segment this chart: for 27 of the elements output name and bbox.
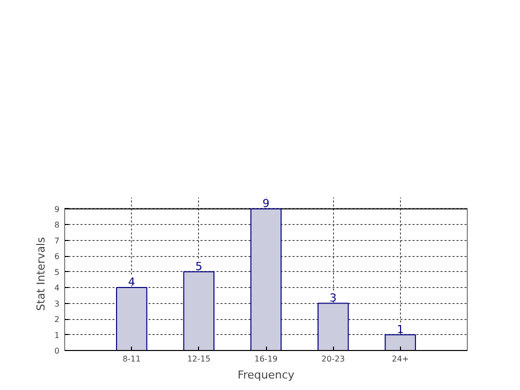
bar [384, 334, 416, 350]
data-label: 9 [262, 196, 270, 210]
data-label: 3 [330, 291, 337, 304]
x-tick-label: 20-23 [322, 354, 345, 364]
y-tick-label: 8 [54, 220, 60, 230]
x-tick-label: 24+ [392, 354, 409, 364]
y-axis-title: Stat Intervals [34, 236, 48, 311]
data-label: 5 [195, 260, 202, 273]
y-tick-label: 1 [54, 330, 60, 340]
data-label: 1 [396, 322, 404, 336]
y-tick-label: 9 [54, 204, 60, 214]
x-tick-label: 8-11 [122, 354, 141, 364]
y-tick-label: 7 [54, 236, 60, 246]
y-tick-label: 3 [54, 299, 60, 308]
bar [318, 302, 349, 350]
y-tick-label: 4 [54, 284, 60, 293]
x-tick-label: 16-19 [254, 354, 278, 364]
bar [116, 287, 148, 350]
data-label: 4 [128, 276, 136, 289]
y-tick-label: 5 [54, 268, 60, 277]
y-tick-label: 6 [54, 252, 60, 262]
y-tick-label: 0 [54, 346, 60, 356]
bar [250, 208, 282, 350]
y-tick-label: 2 [54, 315, 60, 324]
x-tick-label: 12-15 [187, 354, 210, 364]
x-axis-title: Frequency [238, 368, 295, 382]
bar [183, 271, 214, 350]
